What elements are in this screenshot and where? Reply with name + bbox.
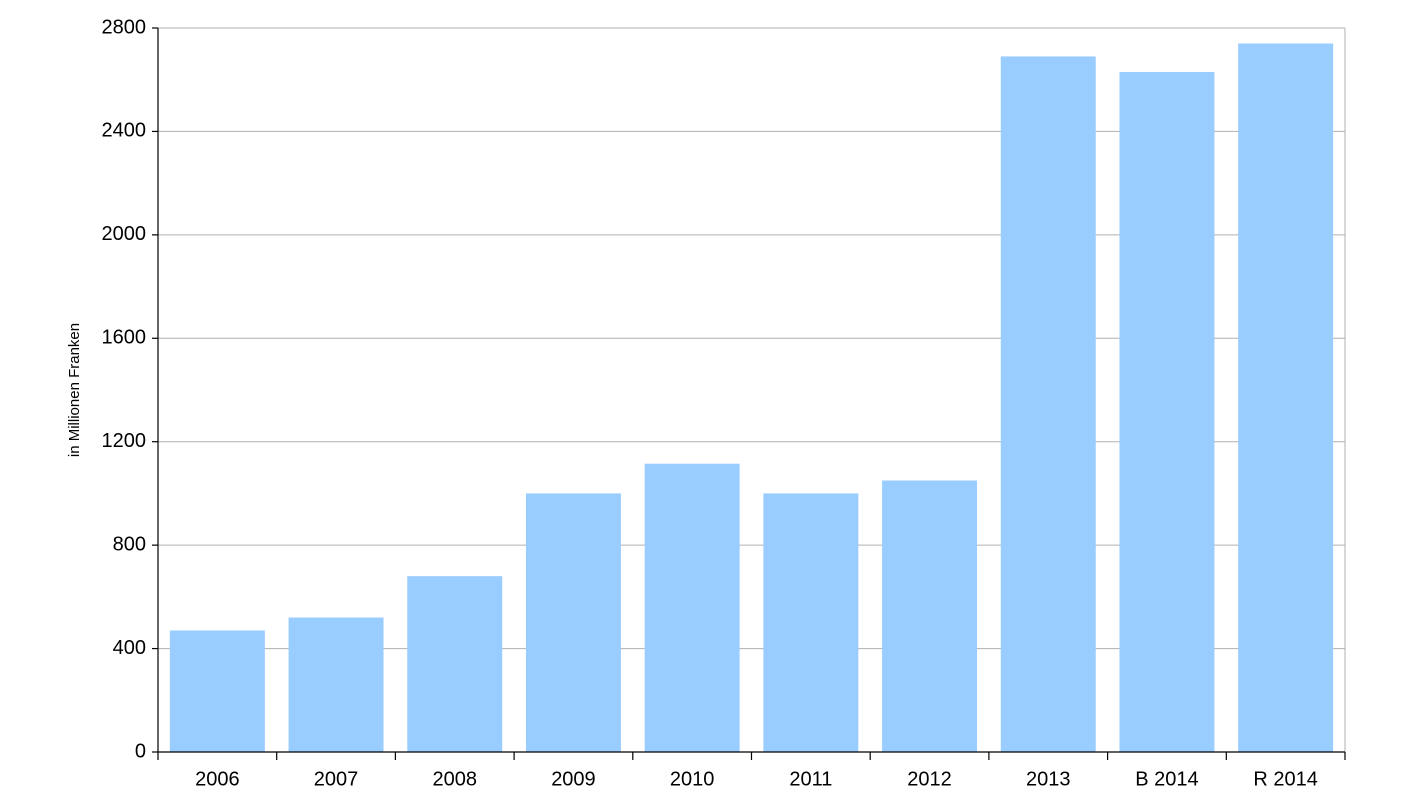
x-tick-label: 2009 (551, 768, 596, 790)
x-tick-label: 2012 (907, 768, 952, 790)
x-tick-label: 2013 (1026, 768, 1071, 790)
y-tick-label: 400 (113, 637, 146, 659)
bar (407, 576, 503, 752)
bar (169, 630, 265, 752)
x-tick-label: 2010 (670, 768, 715, 790)
bar (1119, 71, 1215, 752)
x-tick-label: 2006 (195, 768, 240, 790)
x-tick-label: 2008 (433, 768, 478, 790)
bar (525, 493, 621, 752)
y-axis-label: in Millionen Franken (66, 323, 83, 457)
y-tick-label: 1600 (102, 327, 147, 349)
y-tick-label: 800 (113, 533, 146, 555)
y-tick-label: 1200 (102, 430, 147, 452)
x-tick-label: 2007 (314, 768, 359, 790)
bar (1238, 43, 1334, 753)
y-tick-label: 2000 (102, 223, 147, 245)
x-tick-label: 2011 (789, 768, 832, 790)
bar (763, 493, 859, 752)
bar (644, 463, 740, 752)
bar (882, 480, 978, 752)
bar (288, 617, 384, 752)
x-tick-label: B 2014 (1135, 768, 1198, 790)
y-tick-label: 2800 (102, 16, 147, 38)
y-tick-label: 0 (135, 740, 146, 762)
x-tick-label: R 2014 (1253, 768, 1318, 790)
y-tick-label: 2400 (102, 120, 147, 142)
bar (1000, 56, 1096, 752)
